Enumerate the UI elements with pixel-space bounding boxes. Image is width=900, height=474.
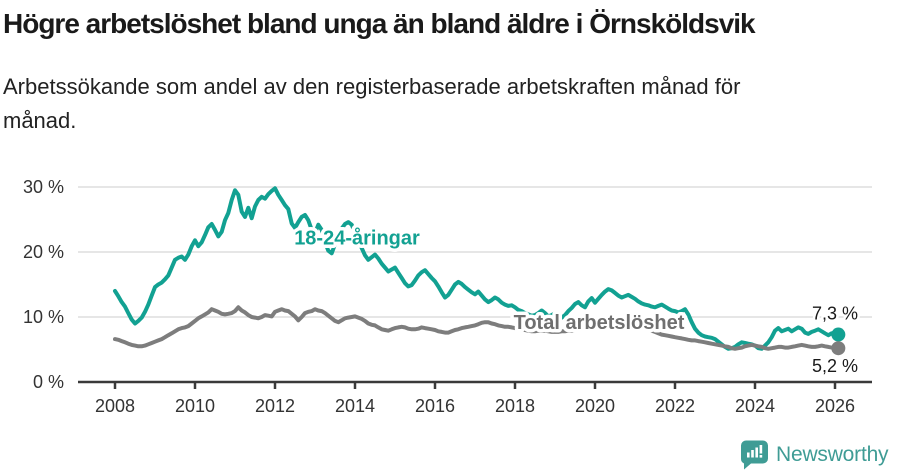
youth-end-dot: [831, 327, 846, 342]
line-chart-canvas: 0 % 10 % 20 % 30 % 2008 2010 2012 2014 2016 2018 2…: [23, 177, 872, 416]
newsworthy-logo-icon: [741, 440, 768, 470]
x-axis-tick-label: 2024: [735, 396, 775, 416]
x-axis-tick-label: 2008: [95, 396, 135, 416]
line-chart: 0 % 10 % 20 % 30 % 2008 2010 2012 2014 2016 2018 2…: [0, 150, 900, 450]
x-axis-tick-label: 2010: [175, 396, 215, 416]
logo-bar-chart-glyph: [747, 445, 763, 458]
chart-subtitle-line: Arbetssökande som andel av den registerb…: [3, 74, 741, 99]
total-series-label: Total arbetslöshet: [514, 312, 685, 334]
x-axis-tick-label: 2026: [815, 396, 855, 416]
youth-series-label: 18-24-åringar: [294, 227, 420, 250]
brand-footer-link[interactable]: Newsworthy: [740, 440, 889, 470]
total-end-value-label: 5,2 %: [812, 356, 858, 376]
y-axis-tick-label: 0 %: [33, 372, 64, 392]
chart-subtitle: Arbetssökande som andel av den registerb…: [3, 70, 740, 138]
x-axis-tick-label: 2014: [335, 396, 375, 416]
total-series-line: [113, 305, 841, 351]
total-end-dot: [831, 341, 846, 356]
y-axis-tick-label: 10 %: [23, 307, 64, 327]
logo-bubble-shape: [741, 440, 768, 470]
brand-name: Newsworthy: [776, 443, 889, 466]
x-axis-tick-label: 2022: [655, 396, 695, 416]
youth-series-line: [113, 186, 841, 351]
youth-end-value-label: 7,3 %: [812, 304, 858, 324]
x-axis-tick-label: 2016: [415, 396, 455, 416]
chart-subtitle-line: månad.: [3, 108, 77, 133]
x-axis-tick-label: 2020: [575, 396, 615, 416]
chart-title: Högre arbetslöshet bland unga än bland ä…: [3, 8, 756, 39]
x-axis-tick-label: 2012: [255, 396, 295, 416]
y-axis-tick-label: 30 %: [23, 177, 64, 197]
y-axis-tick-label: 20 %: [23, 242, 64, 262]
x-axis-tick-label: 2018: [495, 396, 535, 416]
